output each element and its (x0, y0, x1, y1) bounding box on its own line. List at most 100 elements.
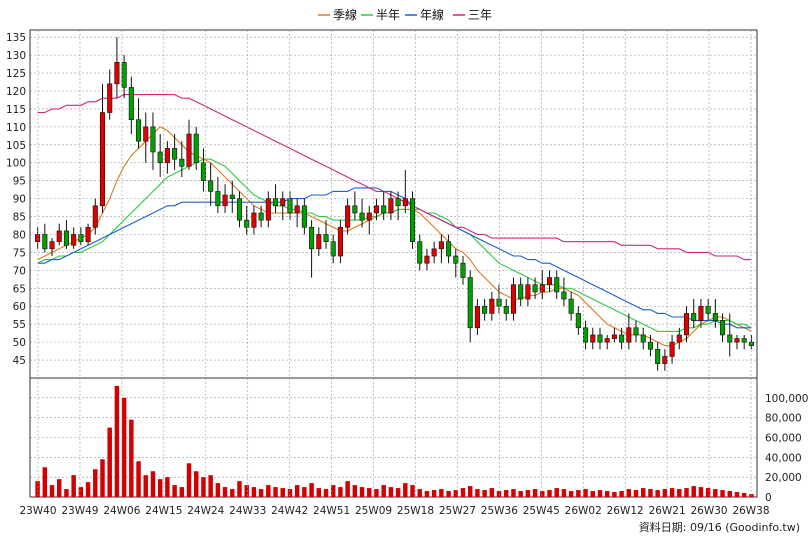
volume-bar (107, 427, 112, 497)
candle-body (720, 320, 726, 336)
legend: 季線 半年 年線 三年 (318, 7, 492, 22)
candle-body (633, 327, 639, 336)
candle-body (301, 205, 307, 228)
volume-bar (525, 490, 531, 497)
candle-body (532, 284, 538, 293)
volume-bar (460, 488, 466, 497)
candle-body (741, 338, 747, 343)
volume-bar (244, 485, 249, 497)
ma-line-0 (37, 126, 752, 347)
volume-bar (677, 489, 682, 497)
volume-bar (93, 469, 98, 497)
volume-bar (467, 486, 473, 497)
candle-body (179, 158, 185, 167)
candle-body (474, 305, 480, 329)
candle-body (467, 277, 473, 329)
candle-body (107, 83, 113, 113)
volume-bar (633, 490, 639, 497)
volume-bar (374, 489, 379, 497)
candle-body (56, 230, 62, 242)
volume-bar (157, 479, 163, 497)
volume-bar (222, 487, 228, 497)
candle-body (611, 334, 617, 339)
candle-body (417, 241, 423, 264)
candle-body (128, 87, 134, 120)
candle-body (438, 241, 444, 250)
price-tick-label: 120 (6, 86, 26, 98)
volume-bar (612, 492, 617, 497)
candle-body (49, 241, 55, 250)
candle-body (590, 334, 596, 343)
candle-body (330, 241, 336, 257)
candle-body (712, 313, 718, 321)
volume-bar (395, 488, 401, 497)
volume-tick-label: 20,000 (765, 472, 802, 484)
price-tick-label: 60 (13, 301, 26, 313)
candle-body (402, 198, 408, 207)
x-tick-label: 24W15 (145, 505, 182, 517)
volume-bar (749, 494, 754, 497)
volume-bar (727, 491, 733, 497)
legend-label-halfyear: 半年 (376, 8, 400, 22)
price-tick-label: 90 (13, 194, 26, 206)
candle-body (640, 334, 646, 343)
candle-body (200, 162, 206, 181)
volume-bar (129, 419, 134, 497)
x-tick-label: 24W06 (103, 505, 140, 517)
candle-body (337, 227, 343, 257)
candle-body (186, 133, 192, 167)
candle-body (121, 61, 127, 88)
price-frame (29, 29, 758, 379)
volume-bar (359, 487, 365, 497)
volume-tick-label: 80,000 (765, 413, 802, 425)
volume-bar (208, 475, 213, 497)
candle-body (150, 126, 156, 153)
candle-body (136, 119, 142, 142)
volume-bar (590, 491, 596, 497)
volume-bar (136, 461, 141, 497)
candle-body (734, 338, 740, 343)
volume-bar (251, 487, 257, 497)
candle-body (539, 284, 545, 293)
candle-body (280, 198, 286, 207)
x-tick-label: 25W36 (481, 505, 518, 517)
volume-bar (49, 485, 55, 497)
volume-frame (29, 377, 758, 498)
volume-bar (273, 487, 278, 497)
volume-bar (482, 490, 487, 497)
candle-body (647, 341, 653, 350)
volume-bar (280, 488, 285, 497)
volume-bar (475, 489, 480, 497)
volume-bar (150, 471, 156, 497)
candle-body (35, 234, 41, 242)
volume-bar (172, 485, 177, 497)
volume-bar (691, 486, 696, 497)
volume-bar (626, 489, 632, 497)
volume-bar (309, 483, 314, 497)
volume-bar (540, 491, 545, 497)
x-tick-label: 24W51 (313, 505, 350, 517)
volume-bar (619, 491, 624, 497)
candle-body (345, 205, 351, 228)
volume-bar (568, 491, 574, 497)
candle-body (446, 241, 452, 257)
candle-body (619, 334, 625, 343)
candle-body (316, 234, 322, 250)
volume-bar (56, 479, 62, 497)
x-tick-label: 26W38 (732, 505, 769, 517)
candle-body (460, 262, 466, 278)
volume-bar (78, 487, 84, 497)
candle-body (482, 305, 488, 314)
candle-body (366, 212, 372, 221)
volume-bar (316, 488, 322, 497)
volume-bar (698, 487, 704, 497)
volume-bar (294, 485, 300, 497)
legend-label-year: 年線 (420, 7, 444, 22)
volume-bar (446, 491, 451, 497)
volume-bar (42, 467, 48, 497)
volume-bar (381, 485, 386, 497)
volume-bar (388, 487, 394, 497)
candle-body (323, 234, 329, 242)
candle-body (583, 327, 589, 343)
candle-body (193, 133, 199, 164)
